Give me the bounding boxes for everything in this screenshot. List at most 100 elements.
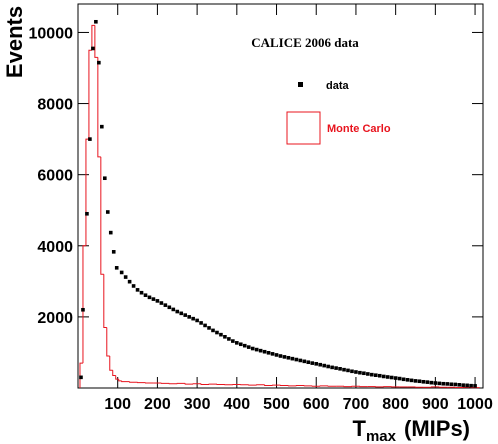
chart-title: CALICE 2006 data: [251, 35, 359, 50]
data-point: [405, 378, 410, 382]
histogram-bin: [97, 57, 101, 158]
data-point: [290, 356, 295, 361]
data-point: [199, 321, 203, 325]
data-point: [215, 330, 219, 335]
data-point: [370, 372, 374, 377]
y-tick-label: 6000: [37, 168, 73, 185]
histogram-bin: [82, 245, 86, 364]
data-point: [163, 303, 168, 307]
data-point: [282, 355, 287, 359]
data-point: [171, 307, 176, 312]
data-point: [183, 313, 188, 317]
histogram-bin: [91, 24, 95, 51]
data-point: [91, 46, 95, 51]
data-point: [437, 381, 442, 386]
x-tick-label: 500: [263, 396, 290, 413]
data-point: [211, 328, 215, 333]
y-tick-label: 8000: [37, 97, 73, 114]
data-point: [373, 373, 378, 377]
data-point: [453, 382, 458, 387]
data-point: [326, 364, 330, 369]
data-point: [322, 363, 326, 368]
data-point: [433, 381, 438, 385]
x-title-unit: (MIPs): [404, 416, 470, 441]
data-point: [302, 359, 307, 364]
data-point: [413, 379, 418, 383]
data-point: [330, 365, 334, 370]
data-point: [449, 382, 454, 387]
data-point: [79, 375, 83, 380]
data-point: [409, 378, 414, 383]
histogram-bin: [106, 327, 110, 357]
data-point: [246, 345, 251, 349]
data-point: [175, 309, 180, 314]
data-point: [179, 311, 184, 316]
data-point: [270, 352, 275, 356]
x-tick-label: 800: [382, 396, 409, 413]
data-point: [346, 368, 350, 373]
data-point: [135, 288, 140, 292]
data-point: [97, 60, 101, 65]
x-title-main: T: [353, 416, 367, 441]
data-point: [457, 383, 461, 387]
data-point: [250, 346, 255, 351]
data-point: [203, 323, 207, 328]
histogram-bin: [109, 356, 113, 371]
data-point: [167, 305, 172, 310]
legend-marker: [286, 111, 321, 145]
data-point: [338, 367, 342, 371]
data-point: [123, 275, 128, 279]
histogram-bin: [264, 384, 273, 387]
data-point: [318, 362, 323, 367]
data-point: [314, 362, 319, 366]
x-tick-label: 200: [144, 396, 171, 413]
histogram-bin: [100, 156, 104, 275]
data-point: [139, 290, 144, 295]
data-point: [429, 380, 434, 385]
data-point: [362, 371, 366, 376]
histogram-bin: [112, 370, 116, 377]
data-point: [207, 326, 211, 330]
data-point: [417, 379, 422, 384]
data-point: [108, 230, 113, 235]
y-tick-label: 10000: [29, 25, 74, 42]
legend-label: data: [326, 80, 350, 92]
data-point: [294, 357, 299, 362]
data-point: [358, 370, 362, 375]
data-point: [393, 376, 398, 380]
data-point: [85, 211, 89, 216]
x-axis-title: Tmax (MIPs): [353, 416, 470, 444]
data-point: [377, 373, 382, 378]
data-point: [81, 307, 85, 312]
data-point: [147, 295, 152, 300]
legend-marker: [298, 82, 303, 87]
data-point: [103, 176, 107, 181]
data-point: [350, 369, 354, 374]
legend-label: Monte Carlo: [327, 123, 391, 135]
x-tick-label: 100: [104, 396, 131, 413]
data-point: [389, 375, 394, 380]
histogram-bin: [121, 380, 130, 383]
x-tick-label: 400: [223, 396, 250, 413]
data-point: [195, 318, 199, 323]
data-point: [227, 337, 231, 341]
histogram-bin: [184, 383, 194, 385]
data-point: [469, 383, 473, 388]
histogram-bin: [88, 49, 92, 140]
data-point: [258, 348, 263, 353]
data-point: [114, 266, 119, 270]
x-tick-label: 700: [343, 396, 370, 413]
data-point: [155, 299, 160, 303]
data-point: [385, 375, 390, 379]
histogram-bin: [200, 383, 210, 385]
data-point: [473, 384, 477, 388]
data-point: [354, 370, 358, 374]
data-point: [381, 374, 386, 379]
data-point: [88, 137, 92, 141]
data-point: [366, 372, 370, 376]
data-point: [334, 366, 338, 370]
data-point: [310, 361, 315, 365]
data-point: [254, 347, 259, 352]
